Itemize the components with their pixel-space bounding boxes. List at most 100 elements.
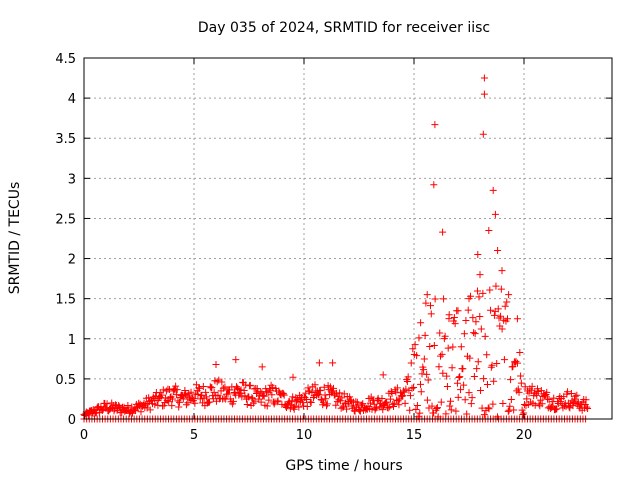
data-point bbox=[475, 293, 483, 301]
data-point bbox=[393, 384, 401, 392]
data-point bbox=[528, 382, 536, 390]
data-point bbox=[288, 397, 296, 405]
y-tick-label: 1.5 bbox=[55, 293, 76, 308]
data-point bbox=[314, 390, 322, 398]
data-point bbox=[400, 388, 408, 396]
data-point bbox=[420, 355, 428, 363]
data-point bbox=[421, 331, 429, 339]
data-point bbox=[415, 334, 423, 342]
y-tick-label: 0.5 bbox=[55, 373, 76, 388]
y-tick-label: 2 bbox=[68, 253, 76, 268]
data-point bbox=[433, 404, 441, 412]
data-point bbox=[442, 410, 450, 418]
data-point bbox=[492, 282, 500, 290]
data-point bbox=[457, 386, 465, 394]
data-point bbox=[219, 384, 227, 392]
data-point bbox=[497, 312, 505, 320]
data-point bbox=[465, 389, 473, 397]
data-point bbox=[430, 181, 438, 189]
data-point bbox=[498, 325, 506, 333]
y-tick-label: 0 bbox=[68, 413, 76, 428]
data-point bbox=[451, 320, 459, 328]
data-point bbox=[259, 391, 267, 399]
data-point bbox=[269, 383, 277, 391]
data-point bbox=[459, 365, 467, 373]
data-point bbox=[489, 186, 497, 194]
data-point bbox=[422, 299, 430, 307]
data-point bbox=[483, 351, 491, 359]
data-point bbox=[479, 289, 487, 297]
data-point bbox=[202, 393, 210, 401]
data-point bbox=[315, 391, 323, 399]
x-tick-label: 5 bbox=[190, 428, 198, 443]
data-point bbox=[412, 405, 420, 413]
data-point bbox=[307, 399, 315, 407]
data-point bbox=[485, 226, 493, 234]
data-point bbox=[286, 405, 294, 413]
data-point bbox=[427, 310, 435, 318]
data-point bbox=[346, 393, 354, 401]
data-point bbox=[443, 372, 451, 380]
data-point bbox=[417, 388, 425, 396]
data-point bbox=[132, 407, 140, 415]
data-point bbox=[505, 291, 513, 299]
data-point bbox=[403, 377, 411, 385]
data-point bbox=[199, 383, 207, 391]
data-point bbox=[477, 325, 485, 333]
data-point bbox=[440, 295, 448, 303]
data-point bbox=[175, 403, 183, 411]
data-point bbox=[423, 396, 431, 404]
data-point bbox=[398, 392, 406, 400]
data-point bbox=[476, 271, 484, 279]
data-point bbox=[229, 397, 237, 405]
data-point bbox=[488, 361, 496, 369]
data-point bbox=[453, 379, 461, 387]
data-point bbox=[265, 396, 273, 404]
data-point bbox=[512, 357, 520, 365]
data-point bbox=[320, 383, 328, 391]
data-point bbox=[146, 406, 154, 414]
data-point bbox=[163, 397, 171, 405]
data-point bbox=[565, 403, 573, 411]
data-point bbox=[433, 404, 441, 412]
data-point bbox=[507, 376, 515, 384]
data-point bbox=[448, 364, 456, 372]
data-point bbox=[417, 319, 425, 327]
data-point bbox=[452, 407, 460, 415]
data-point bbox=[274, 397, 282, 405]
data-point bbox=[158, 391, 166, 399]
data-point bbox=[224, 390, 232, 398]
data-point bbox=[373, 396, 381, 404]
data-point bbox=[263, 402, 271, 410]
data-point bbox=[439, 369, 447, 377]
data-point bbox=[481, 332, 489, 340]
data-point bbox=[215, 376, 223, 384]
data-point bbox=[407, 359, 415, 367]
data-point bbox=[445, 311, 453, 319]
data-point bbox=[426, 342, 434, 350]
data-point bbox=[476, 313, 484, 321]
data-point bbox=[98, 406, 106, 414]
data-point bbox=[480, 74, 488, 82]
data-point bbox=[160, 402, 168, 410]
data-point bbox=[302, 389, 310, 397]
data-points bbox=[80, 74, 592, 423]
data-point bbox=[450, 314, 458, 322]
data-point bbox=[564, 388, 572, 396]
data-point bbox=[338, 394, 346, 402]
data-point bbox=[424, 376, 432, 384]
data-point bbox=[441, 332, 449, 340]
data-point bbox=[329, 384, 337, 392]
y-tick-label: 3.5 bbox=[55, 132, 76, 147]
data-point bbox=[567, 390, 575, 398]
data-point bbox=[323, 402, 331, 410]
data-point bbox=[232, 356, 240, 364]
data-point bbox=[404, 373, 412, 381]
data-point bbox=[457, 343, 465, 351]
data-point bbox=[551, 406, 559, 414]
data-point bbox=[470, 372, 478, 380]
data-point bbox=[472, 318, 480, 326]
data-point bbox=[251, 397, 259, 405]
data-point bbox=[390, 402, 398, 410]
